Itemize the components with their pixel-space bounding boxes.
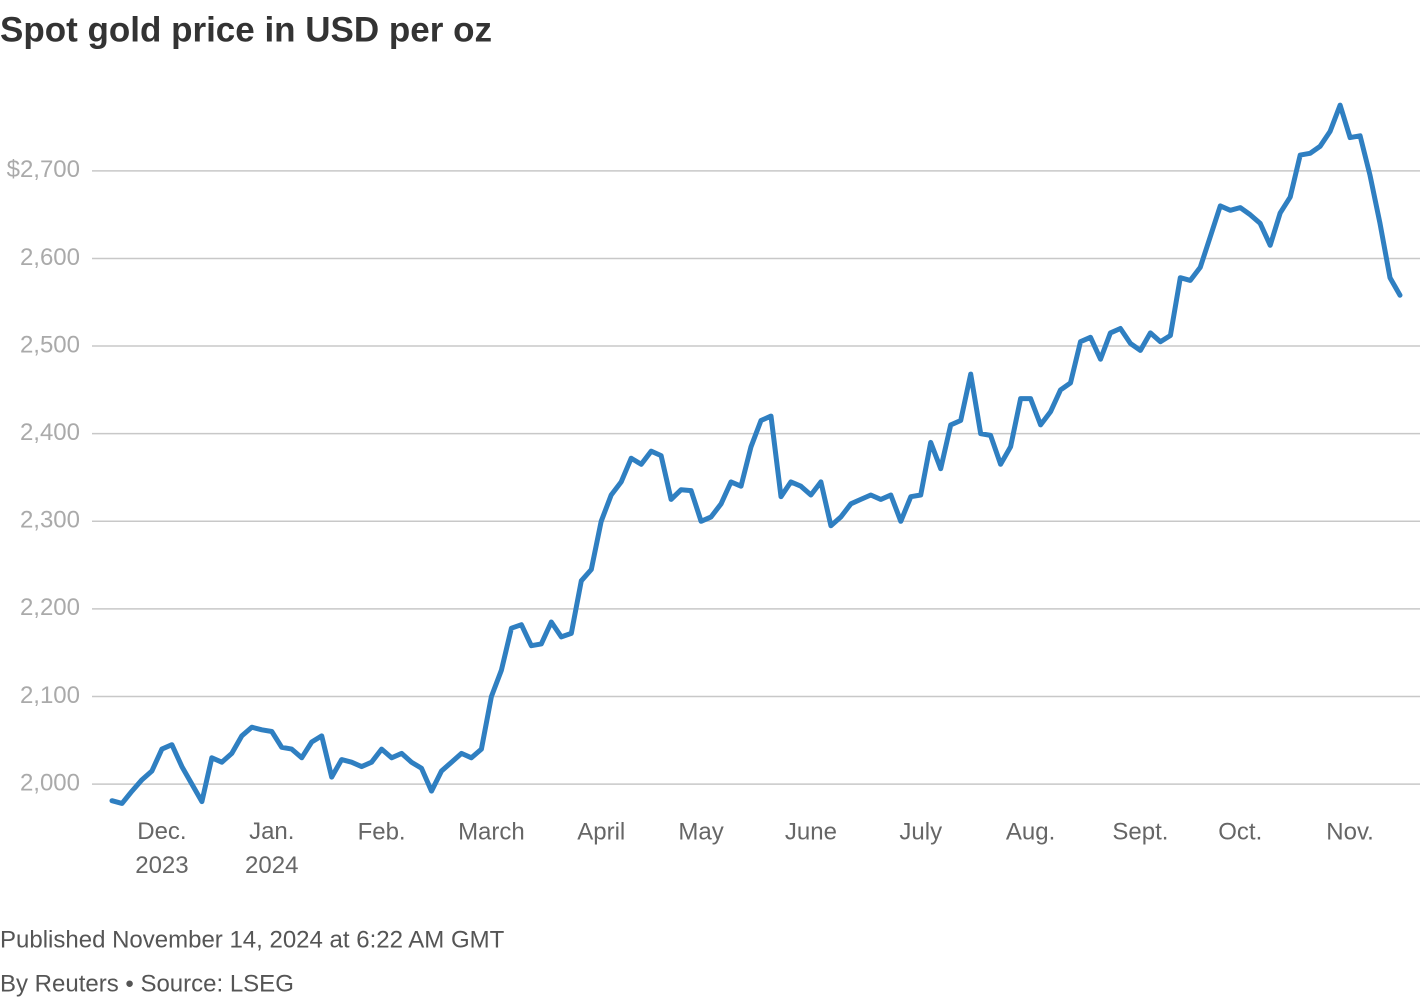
y-tick-label: 2,500 bbox=[20, 331, 80, 358]
x-tick-label: Sept. bbox=[1112, 818, 1168, 845]
y-tick-label: 2,100 bbox=[20, 682, 80, 709]
x-tick-label: Dec. 2023 bbox=[135, 818, 188, 879]
x-tick-label: Nov. bbox=[1326, 818, 1374, 845]
price-line bbox=[109, 102, 1403, 806]
published-note: Published November 14, 2024 at 6:22 AM G… bbox=[0, 926, 505, 953]
x-tick-label: Oct. bbox=[1218, 818, 1262, 845]
y-tick-label: 2,400 bbox=[20, 419, 80, 446]
y-tick-label: 2,600 bbox=[20, 244, 80, 271]
y-tick-label: 2,300 bbox=[20, 507, 80, 534]
y-tick-label: $2,700 bbox=[7, 156, 80, 183]
y-tick-label: 2,000 bbox=[20, 769, 80, 796]
source-note: By Reuters • Source: LSEG bbox=[0, 970, 294, 997]
x-tick-label: Aug. bbox=[1006, 818, 1055, 845]
x-tick-label: March bbox=[458, 818, 525, 845]
x-tick-label: June bbox=[785, 818, 837, 845]
x-tick-label: July bbox=[899, 818, 942, 845]
x-tick-label: Jan. 2024 bbox=[245, 818, 298, 879]
x-tick-label: April bbox=[577, 818, 625, 845]
y-tick-label: 2,200 bbox=[20, 594, 80, 621]
chart-title: Spot gold price in USD per oz bbox=[0, 10, 492, 49]
x-tick-label: May bbox=[678, 818, 723, 845]
x-tick-label: Feb. bbox=[358, 818, 406, 845]
